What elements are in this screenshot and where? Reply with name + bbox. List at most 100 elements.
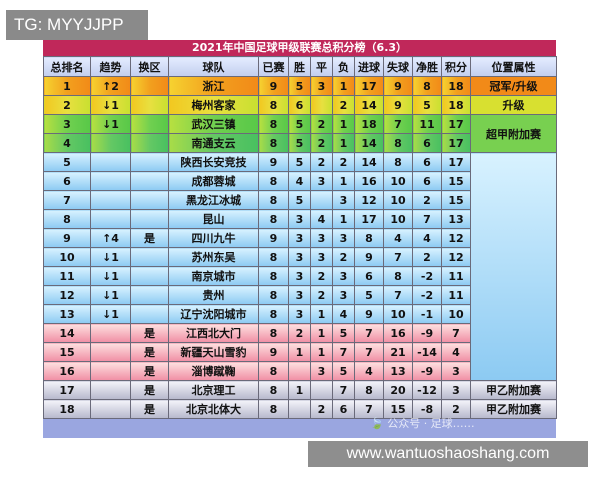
- zone-change-cell: 是: [130, 228, 169, 248]
- played-cell: 8: [258, 380, 289, 400]
- goals-against-cell: 7: [383, 285, 413, 305]
- position-attribute: 甲乙附加赛: [470, 399, 557, 419]
- table-row: 13 ↓1 辽宁沈阳城市 8 3 1 4 9 10 -1 10: [43, 304, 557, 324]
- goal-diff-cell: 7: [412, 209, 442, 229]
- played-cell: 8: [258, 323, 289, 343]
- standings-body: 1 ↑2 浙江 9 5 3 1 17 9 8 18 冠军/升级 2 ↓1 梅州客家 8 6 2 14 9 5 18 升级 3 ↓…: [43, 76, 557, 419]
- team-name: 辽宁沈阳城市: [168, 304, 259, 324]
- team-name: 南通支云: [168, 133, 259, 153]
- goals-for-cell: 14: [354, 133, 384, 153]
- rank-cell: 18: [43, 399, 91, 419]
- trend-cell: [90, 361, 131, 381]
- rank-cell: 1: [43, 76, 91, 96]
- goals-against-cell: 20: [383, 380, 413, 400]
- losses-cell: 5: [332, 361, 355, 381]
- zone-change-cell: [130, 266, 169, 286]
- draws-cell: 1: [310, 323, 333, 343]
- played-cell: 8: [258, 266, 289, 286]
- played-cell: 8: [258, 304, 289, 324]
- points-cell: 3: [441, 361, 471, 381]
- goals-for-cell: 6: [354, 266, 384, 286]
- goals-against-cell: 15: [383, 399, 413, 419]
- zone-change-cell: 是: [130, 399, 169, 419]
- points-cell: 17: [441, 133, 471, 153]
- position-attribute: 甲乙附加赛: [470, 380, 557, 400]
- position-attribute: [470, 152, 557, 381]
- trend-cell: ↑2: [90, 76, 131, 96]
- zone-change-cell: [130, 171, 169, 191]
- table-row: 11 ↓1 南京城市 8 3 2 3 6 8 -2 11: [43, 266, 557, 286]
- zone-change-cell: [130, 152, 169, 172]
- zone-change-cell: [130, 247, 169, 267]
- wins-cell: 3: [288, 285, 311, 305]
- table-row: 16 是淄博蹴鞠 8 3 5 4 13 -9 3: [43, 361, 557, 381]
- losses-cell: 3: [332, 190, 355, 210]
- trend-cell: [90, 399, 131, 419]
- rank-cell: 2: [43, 95, 91, 115]
- trend-cell: [90, 190, 131, 210]
- rank-cell: 11: [43, 266, 91, 286]
- goals-for-cell: 5: [354, 285, 384, 305]
- team-name: 黑龙江冰城: [168, 190, 259, 210]
- losses-cell: 2: [332, 95, 355, 115]
- played-cell: 8: [258, 399, 289, 419]
- points-cell: 18: [441, 95, 471, 115]
- points-cell: 7: [441, 323, 471, 343]
- points-cell: 17: [441, 152, 471, 172]
- trend-cell: ↓1: [90, 285, 131, 305]
- goals-for-cell: 12: [354, 190, 384, 210]
- goals-against-cell: 7: [383, 114, 413, 134]
- trend-cell: [90, 171, 131, 191]
- goals-for-cell: 18: [354, 114, 384, 134]
- played-cell: 9: [258, 152, 289, 172]
- goals-against-cell: 10: [383, 190, 413, 210]
- goal-diff-cell: 6: [412, 171, 442, 191]
- rank-cell: 10: [43, 247, 91, 267]
- zone-change-cell: 是: [130, 380, 169, 400]
- col-header: 已赛: [258, 56, 289, 77]
- wins-cell: 3: [288, 304, 311, 324]
- wins-cell: [288, 361, 311, 381]
- wins-cell: 5: [288, 152, 311, 172]
- goal-diff-cell: -8: [412, 399, 442, 419]
- played-cell: 8: [258, 209, 289, 229]
- goals-against-cell: 10: [383, 304, 413, 324]
- losses-cell: 1: [332, 76, 355, 96]
- rank-cell: 8: [43, 209, 91, 229]
- team-name: 成都蓉城: [168, 171, 259, 191]
- goal-diff-cell: 2: [412, 190, 442, 210]
- trend-cell: [90, 133, 131, 153]
- team-name: 四川九牛: [168, 228, 259, 248]
- points-cell: 18: [441, 76, 471, 96]
- table-row: 3 ↓1 武汉三镇 8 5 2 1 18 7 11 17 超甲附加赛: [43, 114, 557, 153]
- team-name: 昆山: [168, 209, 259, 229]
- table-row: 15 是新疆天山雪豹 9 1 1 7 7 21 -14 4: [43, 342, 557, 362]
- losses-cell: 5: [332, 323, 355, 343]
- zone-change-cell: [130, 114, 169, 134]
- played-cell: 8: [258, 171, 289, 191]
- team-name: 梅州客家: [168, 95, 259, 115]
- goal-diff-cell: 4: [412, 228, 442, 248]
- goals-for-cell: 9: [354, 247, 384, 267]
- losses-cell: 1: [332, 133, 355, 153]
- points-cell: 10: [441, 304, 471, 324]
- losses-cell: 1: [332, 171, 355, 191]
- table-row: 4 南通支云 8 5 2 1 14 8 6 17: [43, 133, 557, 153]
- draws-cell: [310, 190, 333, 210]
- draws-cell: 3: [310, 361, 333, 381]
- goal-diff-cell: -14: [412, 342, 442, 362]
- goals-against-cell: 10: [383, 171, 413, 191]
- goals-against-cell: 8: [383, 266, 413, 286]
- col-header: 位置属性: [470, 56, 557, 77]
- draws-cell: 2: [310, 285, 333, 305]
- trend-cell: [90, 323, 131, 343]
- wins-cell: 5: [288, 133, 311, 153]
- goals-for-cell: 17: [354, 76, 384, 96]
- wins-cell: 3: [288, 228, 311, 248]
- zone-change-cell: [130, 76, 169, 96]
- played-cell: 8: [258, 133, 289, 153]
- goal-diff-cell: 11: [412, 114, 442, 134]
- wins-cell: 4: [288, 171, 311, 191]
- col-header: 进球: [354, 56, 384, 77]
- wins-cell: 3: [288, 247, 311, 267]
